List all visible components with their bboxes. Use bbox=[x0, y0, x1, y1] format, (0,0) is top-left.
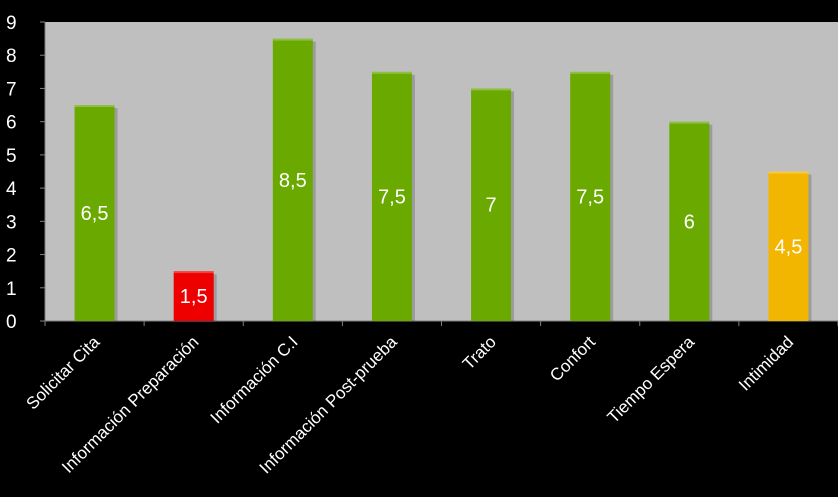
bar bbox=[371, 71, 412, 321]
bar-highlight bbox=[173, 271, 214, 274]
bar-highlight bbox=[768, 171, 809, 174]
y-tick-label: 3 bbox=[6, 212, 17, 233]
bar bbox=[570, 71, 611, 321]
category-label: Solicitar Cita bbox=[22, 332, 103, 413]
data-label: 7 bbox=[486, 195, 497, 217]
bar-highlight bbox=[669, 121, 710, 124]
bar bbox=[173, 271, 214, 321]
bar-highlight bbox=[570, 71, 611, 74]
data-label: 1,5 bbox=[180, 286, 208, 308]
category-label: Trato bbox=[459, 332, 500, 373]
data-label: 7,5 bbox=[378, 186, 406, 208]
category-label: Tiempo Espera bbox=[604, 332, 699, 427]
x-axis bbox=[44, 320, 838, 326]
bar bbox=[272, 38, 313, 321]
y-tick-label: 1 bbox=[6, 279, 17, 300]
category-label: Información C.I bbox=[207, 332, 302, 427]
y-tick-label: 5 bbox=[6, 146, 17, 167]
y-tick-label: 8 bbox=[6, 46, 17, 67]
y-tick-label: 7 bbox=[6, 79, 17, 100]
bar bbox=[74, 105, 115, 321]
bar-highlight bbox=[272, 38, 313, 41]
data-labels: 6,5 1,5 8,5 7,5 7 7,5 6 4,5 bbox=[81, 170, 803, 308]
y-axis: 0 1 2 3 4 5 6 7 8 9 bbox=[6, 13, 46, 333]
plot-area bbox=[45, 22, 838, 321]
y-tick-label: 9 bbox=[6, 13, 17, 34]
bar-highlight bbox=[471, 88, 512, 91]
bars bbox=[74, 38, 812, 322]
y-tick-label: 6 bbox=[6, 113, 17, 134]
category-label: Intimidad bbox=[735, 332, 797, 394]
data-label: 6 bbox=[684, 211, 695, 233]
category-label: Confort bbox=[546, 332, 599, 385]
y-tick-label: 4 bbox=[6, 179, 17, 200]
data-label: 6,5 bbox=[81, 203, 109, 225]
data-label: 8,5 bbox=[279, 170, 307, 192]
bar bbox=[669, 121, 710, 322]
data-label: 7,5 bbox=[576, 186, 604, 208]
bar bbox=[768, 171, 809, 321]
bar-highlight bbox=[371, 71, 412, 74]
y-tick-label: 2 bbox=[6, 246, 17, 267]
bar-highlight bbox=[74, 105, 115, 108]
data-label: 4,5 bbox=[775, 236, 803, 258]
y-tick-label: 0 bbox=[6, 312, 17, 333]
bar bbox=[471, 88, 512, 321]
